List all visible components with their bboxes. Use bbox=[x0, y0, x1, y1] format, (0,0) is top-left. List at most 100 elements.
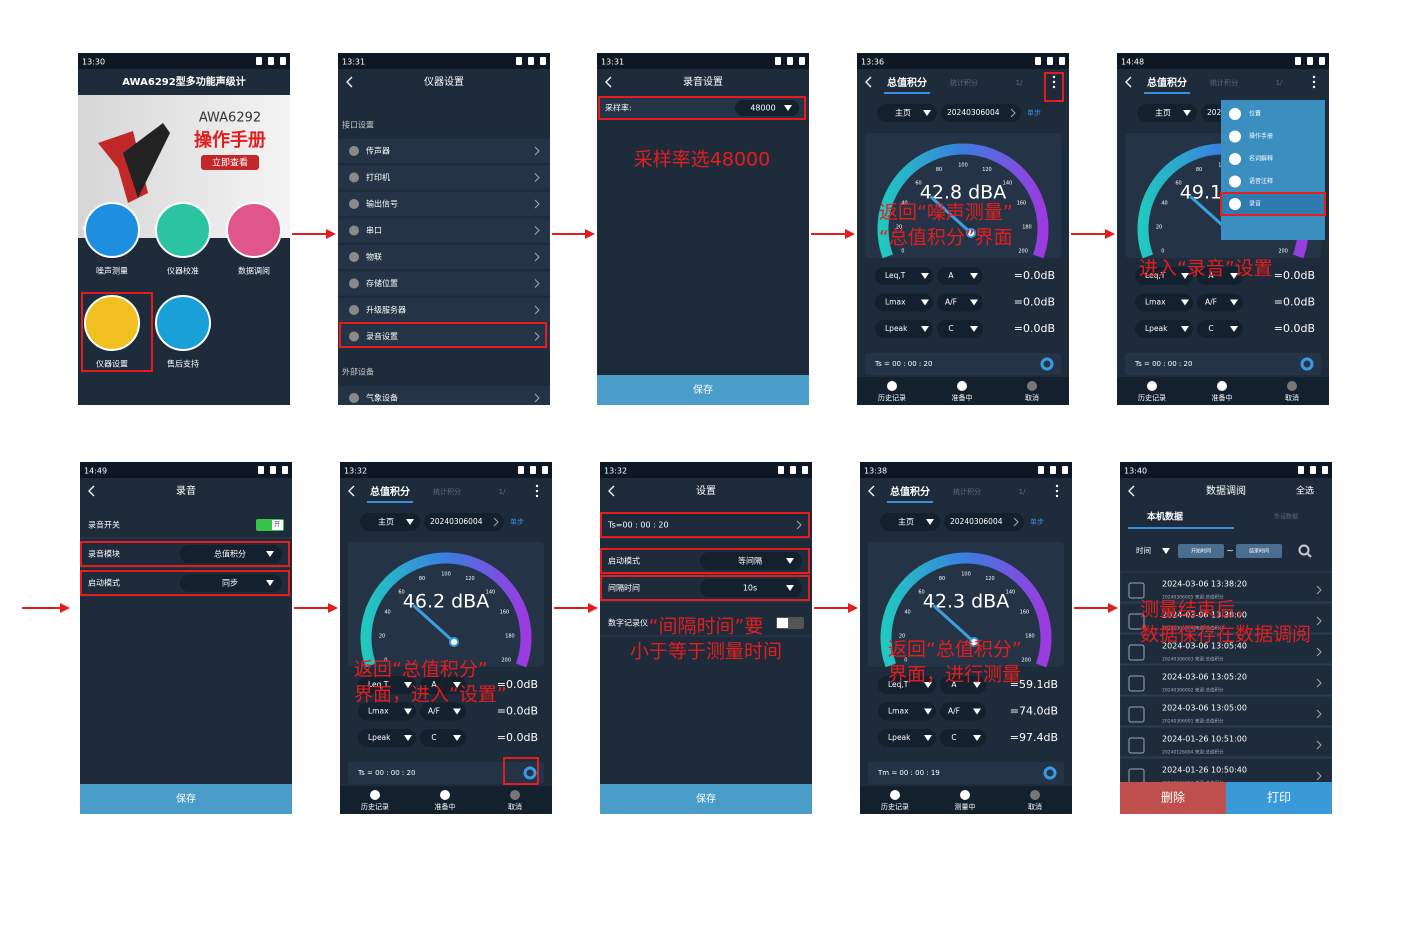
highlight-box bbox=[503, 757, 539, 785]
action-icon bbox=[957, 381, 967, 391]
app-title: AWA6292型多功能声级计 bbox=[122, 75, 245, 88]
tab: 外设数据 bbox=[1274, 513, 1298, 521]
more-button bbox=[535, 484, 539, 488]
action-icon bbox=[440, 790, 450, 800]
tab-active: 总值积分 bbox=[887, 76, 927, 89]
status-icon bbox=[268, 57, 274, 65]
timer-bar bbox=[348, 762, 544, 784]
record-row bbox=[1120, 602, 1332, 634]
screen-title: 设置 bbox=[696, 485, 716, 497]
metric-value: =59.1dB bbox=[1010, 678, 1058, 691]
dropdown-arrow bbox=[926, 519, 934, 525]
checkbox bbox=[1128, 675, 1145, 692]
status-icon bbox=[1310, 466, 1316, 474]
weight-select bbox=[940, 729, 986, 747]
gauge-tick-label: 140 bbox=[1006, 589, 1016, 595]
annotation: 测量结束后， bbox=[1140, 599, 1254, 621]
record-source: 20240306001 来源:总值积分 bbox=[1162, 718, 1224, 725]
setting-label: 间隔时间 bbox=[608, 583, 640, 593]
back-button bbox=[1128, 485, 1135, 497]
gauge-tick-label: 140 bbox=[1003, 180, 1013, 186]
status-icon bbox=[1295, 57, 1301, 65]
metric-value: =0.0dB bbox=[497, 705, 538, 718]
chevron bbox=[1316, 740, 1322, 750]
chevron bbox=[534, 173, 540, 182]
item-icon bbox=[349, 278, 359, 289]
metric-select bbox=[1135, 320, 1193, 338]
metric-value: =0.0dB bbox=[497, 731, 538, 744]
status-bar bbox=[860, 462, 1072, 478]
dropdown-value: 48000 bbox=[750, 104, 775, 113]
metric-value: =74.0dB bbox=[1010, 705, 1058, 718]
metric-value: =0.0dB bbox=[1274, 269, 1315, 282]
dropdown-arrow bbox=[404, 708, 412, 715]
back-button bbox=[608, 485, 615, 497]
flow-arrow-head bbox=[1108, 603, 1118, 613]
back-button bbox=[88, 485, 95, 497]
timer-bar bbox=[865, 353, 1061, 375]
save-bar bbox=[597, 375, 809, 405]
dropdown-arrow bbox=[921, 299, 929, 306]
status-bar bbox=[78, 53, 290, 69]
dropdown-arrow bbox=[784, 105, 792, 111]
annotation: “总值积分”界面 bbox=[879, 227, 1013, 249]
action-label: 历史记录 bbox=[1138, 393, 1166, 402]
gauge-tick-label: 120 bbox=[985, 576, 995, 582]
weight-label: A/F bbox=[945, 298, 957, 307]
list-item bbox=[338, 165, 550, 190]
record-source: 20240306003 来源:总值积分 bbox=[1162, 656, 1224, 663]
delete-label: 删除 bbox=[1161, 790, 1185, 805]
checkbox bbox=[1128, 706, 1145, 723]
status-bar bbox=[857, 53, 1069, 69]
status-time: 13:36 bbox=[861, 58, 884, 67]
gauge-tick-label: 80 bbox=[939, 576, 945, 582]
record-date: 2024-03-06 13:05:40 bbox=[1162, 642, 1247, 651]
flow-arrow-head bbox=[588, 603, 598, 613]
dropdown-value: 同步 bbox=[222, 579, 238, 588]
status-time: 13:40 bbox=[1124, 467, 1147, 476]
gauge-tick-label: 180 bbox=[505, 633, 515, 639]
action-label: 取消 bbox=[508, 802, 522, 811]
chevron bbox=[1316, 709, 1322, 719]
dropdown-arrow bbox=[453, 682, 461, 688]
status-icon bbox=[1050, 466, 1056, 474]
tab: 1/ bbox=[1019, 488, 1026, 496]
status-icon bbox=[1298, 466, 1304, 474]
list-item bbox=[338, 271, 550, 296]
file-select bbox=[424, 513, 504, 531]
page-select-label: 主页 bbox=[1155, 108, 1171, 118]
gauge-tick-label: 40 bbox=[901, 200, 907, 206]
flow-arrow-head bbox=[60, 603, 70, 613]
item-icon bbox=[349, 172, 359, 183]
weight-select bbox=[937, 293, 983, 312]
dropdown-arrow bbox=[453, 735, 461, 741]
action-icon bbox=[510, 790, 520, 800]
select-all: 全选 bbox=[1296, 485, 1314, 497]
more-button bbox=[1055, 489, 1059, 493]
filter-label: 时间 bbox=[1136, 545, 1151, 555]
action-label: 历史记录 bbox=[361, 802, 389, 811]
page-select-label: 主页 bbox=[378, 517, 394, 527]
gauge-tick-label: 0 bbox=[901, 248, 904, 254]
phone-screen: 13:30AWA6292型多功能声级计AWA6292操作手册立即查看操作手册噪声… bbox=[78, 53, 290, 405]
flow-arrow-head bbox=[326, 229, 336, 239]
gauge-tick-label: 60 bbox=[398, 589, 404, 595]
gauge-hub bbox=[966, 228, 976, 238]
list-item bbox=[338, 192, 550, 216]
weight-label: A bbox=[951, 680, 957, 689]
back-button bbox=[346, 76, 353, 88]
metric-value: =0.0dB bbox=[1014, 269, 1055, 282]
weight-label: A/F bbox=[948, 707, 960, 716]
status-icon bbox=[270, 466, 276, 474]
app-label: 数据调阅 bbox=[238, 266, 270, 276]
gauge-tick-label: 40 bbox=[384, 609, 390, 615]
metric-select bbox=[878, 702, 936, 721]
menu-icon bbox=[1229, 175, 1241, 188]
status-time: 13:30 bbox=[82, 58, 105, 67]
chevron bbox=[534, 279, 540, 288]
dropdown-arrow bbox=[924, 682, 932, 688]
item-icon bbox=[349, 331, 359, 342]
